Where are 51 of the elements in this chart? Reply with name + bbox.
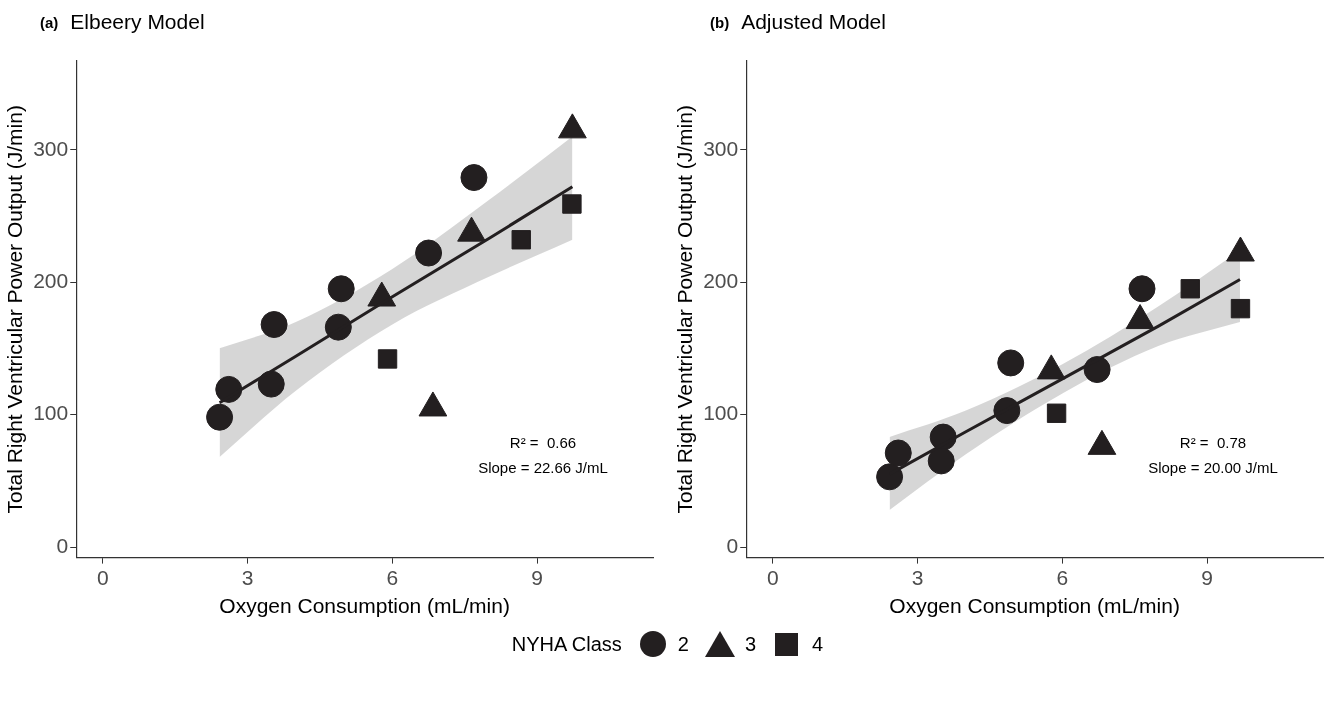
x-axis-title: Oxygen Consumption (mL/min) <box>219 594 510 618</box>
y-tick-label: 0 <box>56 533 69 557</box>
annotation: Slope = 20.00 J/mL <box>1148 458 1278 476</box>
legend-label: 4 <box>812 632 824 656</box>
point <box>327 275 355 303</box>
point <box>1230 298 1251 319</box>
point <box>876 463 904 491</box>
legend-title: NYHA Class <box>511 632 622 656</box>
point <box>215 375 243 403</box>
point <box>257 370 285 398</box>
point <box>377 349 398 369</box>
annotation: Slope = 22.66 J/mL <box>478 458 608 476</box>
y-tick-label: 0 <box>726 533 739 557</box>
x-tick-label: 3 <box>911 566 924 589</box>
point <box>415 239 443 267</box>
x-tick-label: 6 <box>386 566 399 589</box>
point <box>997 349 1025 377</box>
y-tick-label: 300 <box>703 136 739 160</box>
annotation: R² = 0.78 <box>1179 433 1247 451</box>
chart-subtitle: Adjusted Model <box>741 10 886 34</box>
annotation: R² = 0.66 <box>509 433 577 451</box>
point <box>927 447 955 475</box>
point <box>562 194 582 214</box>
x-tick-label: 6 <box>1056 566 1069 589</box>
point <box>1128 275 1156 303</box>
y-axis-title: Total Right Ventricular Power Output (J/min) <box>3 105 27 514</box>
point <box>460 164 488 192</box>
chart-title: (a) <box>40 13 59 31</box>
x-tick-label: 9 <box>531 566 544 589</box>
y-tick-label: 100 <box>33 401 69 425</box>
point <box>1046 403 1067 423</box>
point <box>884 439 912 467</box>
point <box>206 403 234 431</box>
y-tick-label: 300 <box>33 136 69 160</box>
point <box>511 230 531 250</box>
legend-label: 3 <box>744 632 757 656</box>
legend-label: 2 <box>677 632 689 656</box>
y-tick-label: 200 <box>703 268 739 292</box>
x-tick-label: 0 <box>96 566 109 589</box>
y-axis-title: Total Right Ventricular Power Output (J/min) <box>673 105 697 514</box>
point <box>1180 279 1200 299</box>
x-axis-title: Oxygen Consumption (mL/min) <box>889 594 1180 618</box>
x-tick-label: 9 <box>1201 566 1214 589</box>
y-tick-label: 200 <box>33 268 69 292</box>
point <box>260 311 288 339</box>
x-tick-label: 3 <box>241 566 254 589</box>
x-tick-label: 0 <box>766 566 779 589</box>
point <box>1083 356 1111 384</box>
y-tick-label: 100 <box>703 401 739 425</box>
chart-title: (b) <box>710 13 730 31</box>
chart-subtitle: Elbeery Model <box>70 10 205 34</box>
